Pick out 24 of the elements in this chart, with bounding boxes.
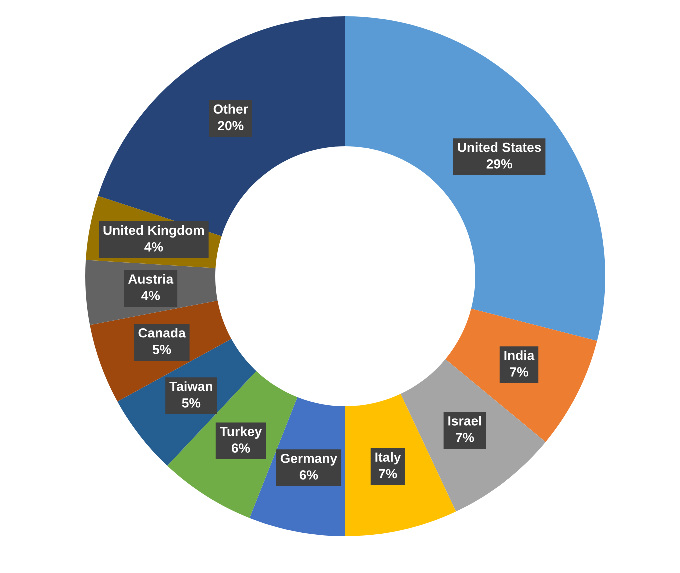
data-label: 29% — [486, 159, 512, 169]
slice-label: Taiwan — [170, 382, 212, 392]
data-label: 7% — [510, 368, 528, 377]
donut-slice — [346, 16, 606, 342]
data-label: 5% — [152, 345, 172, 354]
slice-label: Germany — [280, 454, 338, 466]
slice-label: Other — [214, 104, 248, 114]
data-label: 6% — [300, 470, 318, 480]
slice-label: United Kingdom — [104, 225, 204, 238]
slice-label: United States — [458, 142, 542, 152]
data-label: 6% — [232, 444, 250, 453]
data-label: 7% — [456, 433, 474, 442]
data-label: 4% — [142, 291, 160, 301]
slice-label: Israel — [448, 416, 482, 426]
data-label: 4% — [144, 242, 164, 252]
data-label: 5% — [182, 398, 201, 408]
slice-label: Austria — [128, 274, 174, 284]
data-label: 20% — [218, 121, 244, 131]
slice-label: Canada — [138, 328, 186, 338]
data-label: 7% — [379, 469, 398, 479]
slice-label: Turkey — [220, 426, 262, 439]
slice-label: India — [504, 350, 535, 360]
slice-label: Italy — [376, 452, 402, 465]
donut-slice — [98, 16, 346, 236]
